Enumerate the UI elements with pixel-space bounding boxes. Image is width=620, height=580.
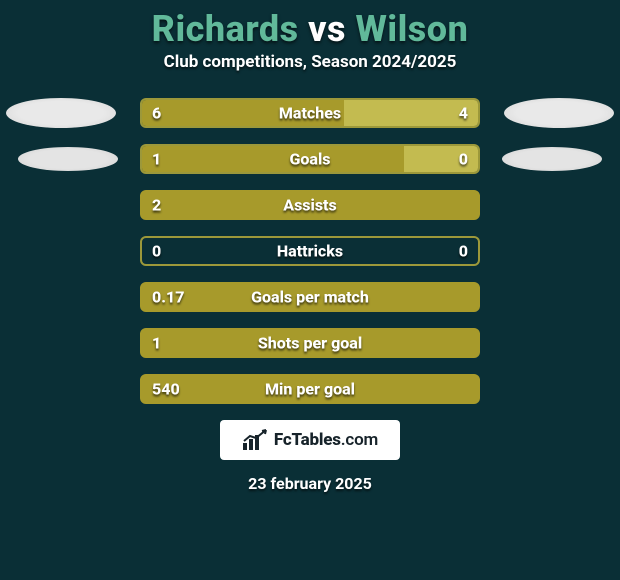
stat-left-value: 0.17 [152, 288, 184, 307]
stat-left-value: 2 [152, 196, 161, 215]
title-vs: vs [308, 8, 346, 50]
stat-label: Assists [283, 196, 336, 215]
bar-chart-up-icon [242, 429, 268, 451]
stat-bar: Hattricks 0 0 [140, 236, 480, 266]
stat-row: Goals per match 0.17 [0, 282, 620, 312]
stat-bar: Matches64 [140, 98, 480, 128]
site-logo[interactable]: FcTables.com [220, 420, 400, 460]
stat-row: Shots per goal 1 [0, 328, 620, 358]
stat-label: Hattricks [277, 242, 343, 261]
stat-bar-left-segment [142, 146, 404, 172]
stat-row: Assists 2 [0, 190, 620, 220]
stat-bar: Shots per goal 1 [140, 328, 480, 358]
stat-label: Shots per goal [258, 334, 362, 353]
snapshot-date: 23 february 2025 [0, 474, 620, 493]
site-logo-text: FcTables.com [274, 430, 378, 450]
stat-row: Min per goal 540 [0, 374, 620, 404]
stat-bar: Min per goal 540 [140, 374, 480, 404]
comparison-card: Richards vs Wilson Club competitions, Se… [0, 0, 620, 580]
stat-left-value: 540 [152, 380, 180, 399]
player-left-avatar [6, 98, 116, 128]
stat-left-value: 1 [152, 334, 161, 353]
stat-label: Min per goal [265, 380, 355, 399]
title-player-left: Richards [152, 8, 299, 50]
player-right-avatar [502, 147, 602, 171]
site-logo-main: FcTables [274, 430, 341, 450]
stat-rows: Matches64 Goals10 Assists 2 Hattricks 0 0 Goals… [0, 98, 620, 404]
stat-bar: Assists 2 [140, 190, 480, 220]
stat-bar: Goals per match 0.17 [140, 282, 480, 312]
player-right-avatar [504, 98, 614, 128]
page-title: Richards vs Wilson [0, 8, 620, 50]
stat-bar-right-segment [404, 146, 478, 172]
stat-row: Matches64 [0, 98, 620, 128]
stat-label: Goals per match [251, 288, 369, 307]
stat-bar: Goals10 [140, 144, 480, 174]
player-left-avatar [18, 147, 118, 171]
stat-right-value: 0 [459, 242, 468, 261]
subtitle: Club competitions, Season 2024/2025 [0, 52, 620, 72]
title-player-right: Wilson [355, 8, 468, 50]
stat-bar-right-segment [344, 100, 478, 126]
stat-row: Goals10 [0, 144, 620, 174]
stat-bar-left-segment [142, 100, 344, 126]
stat-row: Hattricks 0 0 [0, 236, 620, 266]
stat-left-value: 0 [152, 242, 161, 261]
site-logo-suffix: .com [341, 430, 378, 450]
